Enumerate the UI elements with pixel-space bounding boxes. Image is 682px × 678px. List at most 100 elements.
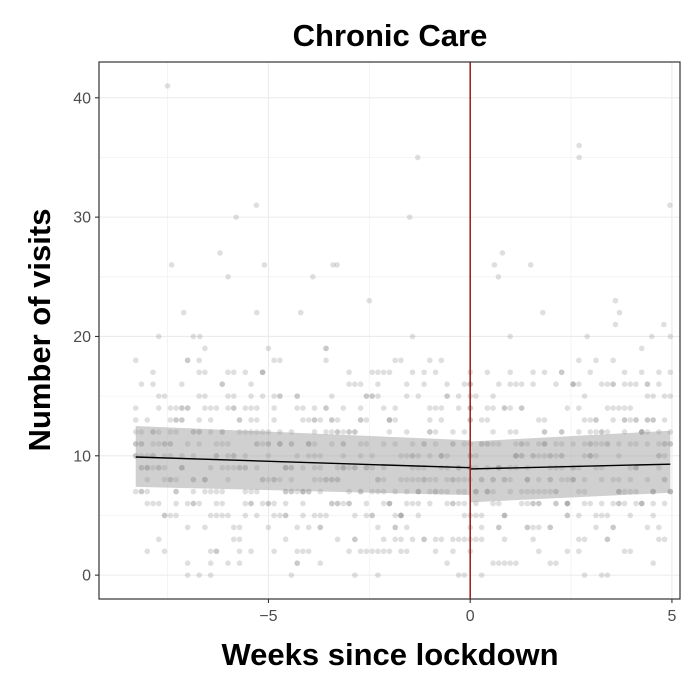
data-point [427, 488, 433, 495]
data-point [173, 417, 179, 423]
data-point [584, 333, 591, 340]
data-point [144, 464, 151, 471]
data-point [375, 488, 381, 495]
data-point [207, 512, 214, 519]
data-point [478, 441, 485, 447]
data-point [288, 429, 295, 435]
grid-minor [99, 62, 680, 599]
data-point [271, 548, 277, 555]
data-point [155, 405, 162, 411]
data-point [438, 453, 445, 459]
data-point [219, 512, 226, 519]
data-point [621, 488, 628, 495]
data-point [484, 369, 491, 376]
data-point [541, 441, 548, 447]
data-point [558, 369, 565, 376]
data-point [564, 476, 571, 483]
data-point [225, 476, 231, 483]
data-point [604, 572, 611, 578]
data-point [196, 417, 202, 423]
data-point [461, 572, 468, 578]
data-point [357, 488, 364, 495]
data-point [311, 441, 318, 447]
data-point [259, 369, 266, 376]
data-point [461, 500, 468, 507]
data-point [507, 405, 514, 411]
data-point [576, 357, 582, 364]
data-point [513, 453, 519, 459]
data-point [501, 512, 508, 519]
data-point [265, 524, 272, 531]
x-tick-label: 5 [667, 608, 676, 625]
data-point [461, 476, 468, 483]
data-point [242, 453, 249, 459]
data-point [627, 441, 634, 447]
data-point [455, 393, 462, 399]
data-point [380, 476, 387, 483]
data-point [501, 560, 508, 566]
data-point [656, 441, 662, 447]
data-point [616, 488, 622, 495]
data-point [167, 476, 174, 483]
data-point [352, 536, 358, 543]
data-point [196, 572, 202, 578]
data-point [610, 476, 616, 483]
data-point [667, 488, 674, 495]
data-point [621, 429, 628, 435]
data-point [288, 572, 295, 578]
data-point [328, 441, 335, 447]
data-point [444, 393, 450, 399]
data-point [650, 488, 656, 495]
data-point [179, 417, 185, 423]
data-point [501, 512, 508, 519]
data-point [661, 453, 668, 459]
data-point [363, 417, 370, 423]
data-point [213, 488, 220, 495]
data-point [490, 560, 496, 566]
data-point [225, 441, 231, 447]
data-point [346, 369, 352, 376]
data-point [323, 476, 329, 483]
data-point [432, 429, 439, 435]
data-point [277, 429, 283, 435]
data-point [547, 488, 554, 495]
data-point [644, 417, 651, 423]
data-point [363, 464, 370, 471]
data-point [271, 357, 277, 364]
data-point [346, 381, 352, 388]
data-point [317, 476, 324, 483]
data-point [334, 476, 341, 483]
data-point [638, 345, 645, 352]
data-point [536, 441, 542, 447]
data-point [530, 488, 536, 495]
data-point [491, 262, 498, 268]
data-point [427, 500, 433, 507]
data-point [553, 381, 559, 388]
chart-title: Chronic Care [293, 18, 488, 53]
data-point [282, 488, 289, 495]
data-point [455, 536, 462, 543]
data-point [294, 488, 300, 495]
data-point [259, 393, 266, 399]
data-point [421, 369, 427, 376]
data-point [432, 548, 439, 555]
data-point [213, 548, 220, 555]
data-point [421, 441, 427, 447]
data-point [627, 381, 634, 388]
data-point [340, 441, 347, 447]
data-point [638, 429, 645, 435]
data-point [633, 441, 639, 447]
data-point [536, 500, 542, 507]
data-point [415, 488, 422, 495]
data-point [587, 441, 594, 447]
y-axis-ticks: 0 10 20 30 40 [73, 90, 99, 585]
data-point [138, 429, 145, 435]
data-point [667, 441, 674, 447]
data-point [167, 453, 174, 459]
data-point [288, 441, 295, 447]
data-point [547, 524, 554, 531]
data-point [155, 464, 162, 471]
data-point [132, 429, 139, 435]
data-point [184, 560, 191, 566]
data-point [323, 345, 329, 352]
